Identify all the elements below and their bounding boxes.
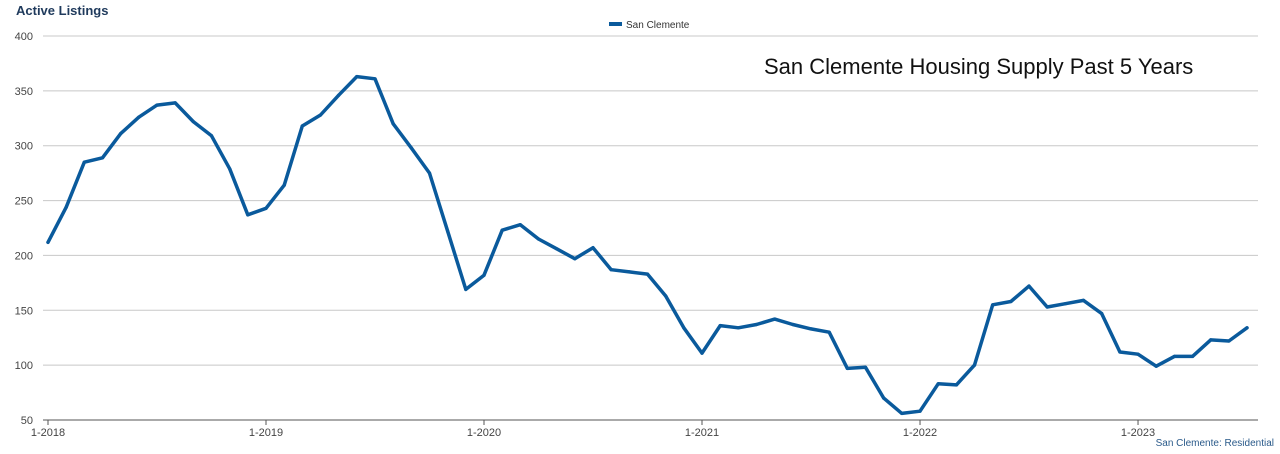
data-point[interactable] [246,213,250,217]
data-point[interactable] [736,326,740,330]
data-point[interactable] [482,273,486,277]
data-point[interactable] [155,103,159,107]
data-point[interactable] [1190,354,1195,358]
data-point[interactable] [845,366,849,370]
data-point[interactable] [337,93,341,97]
data-point[interactable] [64,205,68,209]
data-point[interactable] [682,326,686,330]
series-line-san-clemente[interactable] [46,74,1249,416]
data-point[interactable] [882,396,886,400]
data-point[interactable] [100,156,105,160]
x-tick-label: 1-2020 [467,427,501,439]
x-tick-label: 1-2019 [249,427,283,439]
data-point[interactable] [409,146,413,150]
data-point[interactable] [464,287,468,291]
data-point[interactable] [972,363,977,367]
data-point[interactable] [318,113,323,117]
data-point[interactable] [500,228,504,232]
data-point[interactable] [536,237,541,241]
data-point[interactable] [1027,284,1031,288]
data-point[interactable] [609,268,613,272]
data-point[interactable] [1209,338,1213,342]
legend-label[interactable]: San Clemente [626,20,690,31]
data-point[interactable] [446,229,450,233]
legend-swatch [609,22,622,26]
data-point[interactable] [391,122,395,126]
y-axis-ticks: 50 100 150 200 250 300 350 400 [15,31,33,427]
y-tick-label: 150 [15,305,33,317]
data-point[interactable] [300,124,304,128]
data-point[interactable] [991,303,995,307]
x-tick-label: 1-2021 [685,427,719,439]
data-point[interactable] [791,322,795,327]
data-point[interactable] [1245,326,1249,330]
data-point[interactable] [627,270,631,274]
data-point[interactable] [209,134,214,138]
data-point[interactable] [1063,302,1067,306]
y-tick-label: 300 [15,141,33,153]
data-point[interactable] [664,294,668,298]
x-tick-label: 1-2022 [903,427,937,439]
x-tick-label: 1-2023 [1121,427,1155,439]
data-point[interactable] [954,383,959,387]
data-point[interactable] [1100,312,1104,316]
data-point[interactable] [591,246,595,250]
data-point[interactable] [1136,352,1140,356]
data-point[interactable] [555,247,559,251]
y-axis-label: Active Listings [16,3,108,18]
data-point[interactable] [900,411,904,415]
legend[interactable]: San Clemente [609,20,690,31]
series-layer [46,74,1249,416]
data-point[interactable] [373,77,377,81]
y-tick-label: 50 [21,415,33,427]
data-point[interactable] [264,206,268,210]
y-tick-label: 400 [15,31,33,43]
data-point[interactable] [46,240,50,244]
data-point[interactable] [827,330,831,334]
data-point[interactable] [918,409,922,413]
y-tick-label: 350 [15,86,33,98]
chart-title: San Clemente Housing Supply Past 5 Years [764,54,1193,79]
data-point[interactable] [573,257,577,261]
source-note: San Clemente: Residential [1156,438,1274,449]
data-point[interactable] [173,101,177,105]
data-point[interactable] [228,167,232,171]
data-point[interactable] [82,160,86,164]
x-axis: 1-2018 1-2019 1-2020 1-2021 1-2022 1-2023 [31,419,1258,439]
data-point[interactable] [1172,354,1176,358]
data-point[interactable] [1154,364,1158,368]
y-tick-label: 200 [15,250,33,262]
data-point[interactable] [1118,350,1122,354]
data-point[interactable] [518,223,522,227]
data-point[interactable] [718,324,722,328]
data-point[interactable] [645,272,650,276]
data-point[interactable] [1227,339,1231,343]
data-point[interactable] [1009,299,1013,304]
data-point[interactable] [282,183,286,187]
y-tick-label: 250 [15,196,33,208]
x-tick-label: 1-2018 [31,427,65,439]
data-point[interactable] [863,365,868,369]
data-point[interactable] [773,317,777,321]
gridlines [43,35,1258,366]
data-point[interactable] [700,351,704,355]
data-point[interactable] [1045,305,1049,309]
data-point[interactable] [809,327,813,331]
y-tick-label: 100 [15,360,33,372]
data-point[interactable] [754,322,759,327]
data-point[interactable] [137,115,141,119]
data-point[interactable] [427,171,432,175]
data-point[interactable] [936,382,940,386]
data-point[interactable] [355,75,359,79]
data-point[interactable] [119,132,123,136]
data-point[interactable] [1081,298,1086,302]
data-point[interactable] [191,120,195,124]
